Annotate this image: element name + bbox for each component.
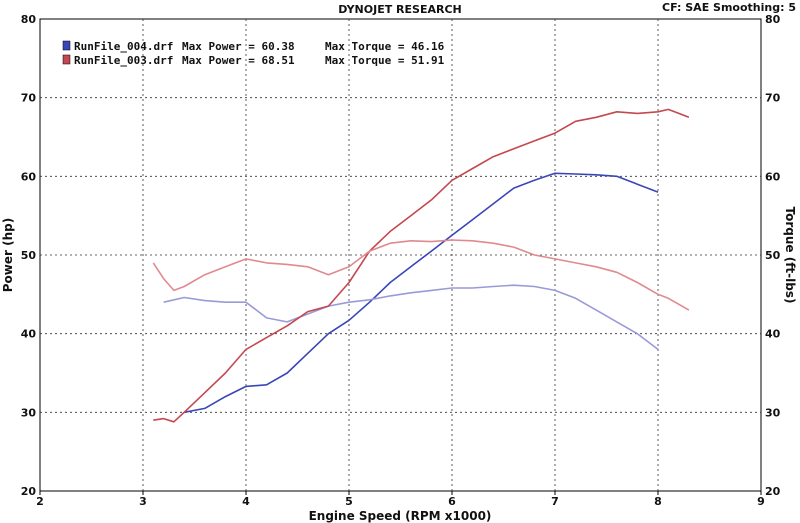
y-tick-label: 30: [21, 406, 37, 419]
legend-file-run-003: RunFile_003.drf: [74, 54, 173, 67]
x-tick-label: 4: [242, 495, 250, 508]
y2-tick-label: 70: [765, 92, 781, 105]
legend-power-run-003: Max Power = 68.51: [182, 54, 295, 67]
x-tick-label: 8: [654, 495, 662, 508]
x-axis-label: Engine Speed (RPM x1000): [309, 509, 492, 523]
x-tick-label: 9: [757, 495, 765, 508]
series-line-runfile-003-drf-torque: [152, 239, 690, 311]
chart-title: DYNOJET RESEARCH: [338, 3, 461, 16]
series-line-runfile-004-drf-torque: [163, 284, 659, 351]
y-tick-label: 80: [21, 13, 37, 26]
y2-tick-label: 20: [765, 485, 781, 498]
legend: RunFile_004.drf Max Power = 60.38 Max To…: [62, 40, 445, 67]
series-group: [152, 108, 690, 423]
chart-settings: CF: SAE Smoothing: 5: [662, 1, 796, 14]
legend-torque-run-004: Max Torque = 46.16: [325, 40, 445, 53]
x-tick-label: 7: [551, 495, 559, 508]
y2-axis-label: Torque (ft-lbs): [783, 207, 797, 304]
legend-swatch-run-004: [62, 40, 71, 51]
legend-file-run-004: RunFile_004.drf: [74, 40, 173, 53]
y2-tick-label: 30: [765, 406, 781, 419]
x-tick-label: 5: [345, 495, 353, 508]
series-line-runfile-003-drf-power: [153, 108, 690, 423]
legend-power-run-004: Max Power = 60.38: [182, 40, 295, 53]
y2-tick-label: 80: [765, 13, 781, 26]
x-tick-label: 3: [139, 495, 147, 508]
y-tick-label: 50: [21, 249, 37, 262]
y2-tick-label: 60: [765, 170, 781, 183]
y-tick-label: 20: [21, 485, 37, 498]
grid-lines: [40, 19, 761, 491]
y-axis-label: Power (hp): [1, 218, 15, 292]
x-tick-label: 6: [448, 495, 456, 508]
y-tick-label: 40: [21, 328, 37, 341]
legend-swatch-run-003: [62, 54, 71, 65]
y2-tick-label: 50: [765, 249, 781, 262]
y-tick-label: 60: [21, 170, 37, 183]
y2-tick-label: 40: [765, 328, 781, 341]
y-tick-label: 70: [21, 92, 37, 105]
series-line-runfile-004-drf-power: [184, 172, 659, 414]
legend-torque-run-003: Max Torque = 51.91: [325, 54, 445, 67]
x-tick-label: 2: [36, 495, 44, 508]
